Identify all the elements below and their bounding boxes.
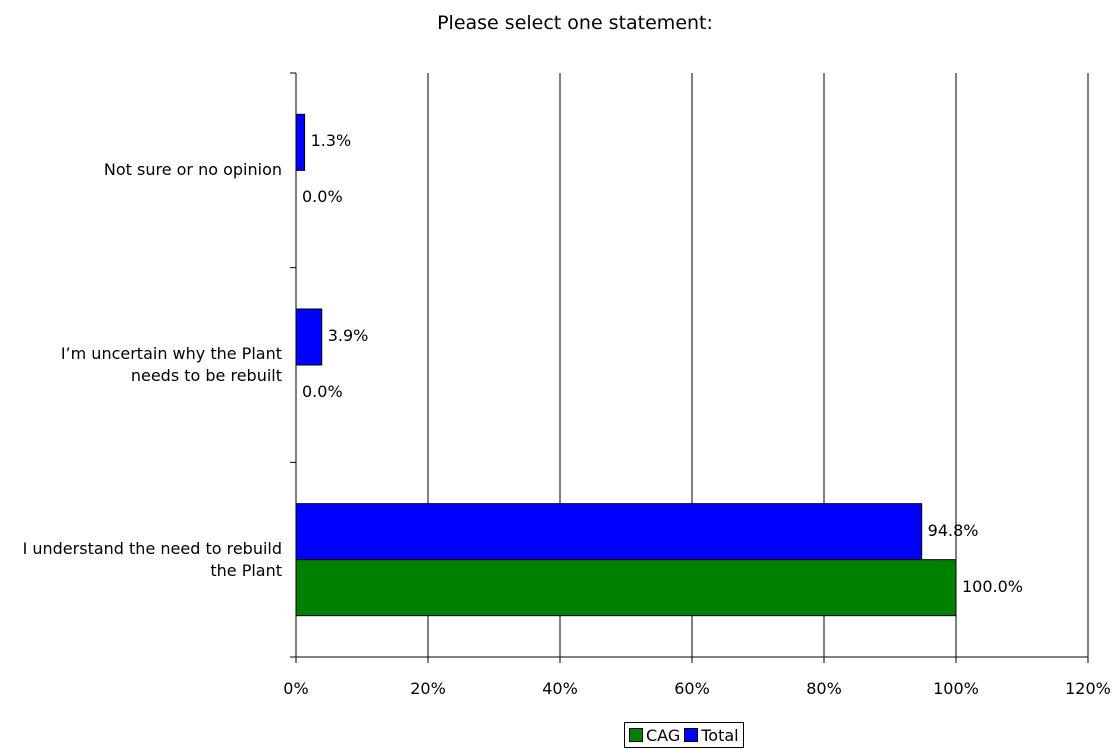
legend: CAG Total: [624, 722, 744, 748]
bar-cag-2: [295, 559, 957, 617]
data-label-total-2: 94.8%: [927, 520, 979, 540]
category-label-2: I understand the need to rebuild the Pla…: [22, 538, 282, 580]
category-label-0: Not sure or no opinion: [103, 160, 282, 180]
legend-label-total: Total: [701, 725, 739, 745]
data-label-total-0: 1.3%: [310, 131, 352, 151]
data-label-cag-1: 0.0%: [302, 382, 343, 401]
legend-item-cag: CAG: [629, 726, 680, 745]
legend-item-total: Total: [684, 725, 739, 745]
x-tick-label-6: 120%: [1065, 679, 1111, 698]
chart-title: Please select one statement:: [437, 12, 713, 34]
legend-swatch-cag: [629, 728, 643, 742]
data-label-cag-0: 0.0%: [302, 187, 343, 207]
x-tick-label-1: 20%: [410, 679, 446, 698]
bar-total-0: [295, 113, 306, 171]
x-tick-label-5: 100%: [933, 679, 979, 698]
bar-total-2: [295, 503, 923, 561]
x-tick-label-2: 40%: [542, 679, 578, 698]
legend-label-cag: CAG: [646, 725, 681, 745]
x-tick-label-0: 0%: [283, 679, 309, 698]
x-tick-label-3: 60%: [674, 679, 710, 698]
category-label-1: I’m uncertain why the Plant needs to be …: [60, 344, 282, 385]
data-label-cag-2: 100.0%: [962, 576, 1024, 596]
bar-total-1: [295, 308, 323, 366]
legend-swatch-total: [684, 728, 699, 742]
x-tick-label-4: 80%: [806, 679, 842, 698]
data-label-total-1: 3.9%: [327, 326, 369, 345]
